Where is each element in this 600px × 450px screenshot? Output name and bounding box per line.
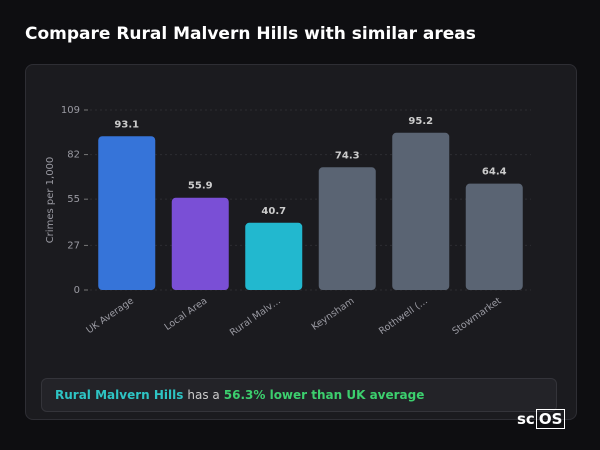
- bar: [392, 132, 450, 290]
- bar: [171, 197, 229, 290]
- x-tick-label: Stowmarket: [450, 295, 503, 337]
- value-label: 64.4: [482, 167, 507, 178]
- summary-note: Rural Malvern Hills has a 56.3% lower than…: [41, 378, 557, 412]
- y-axis-label: Crimes per 1,000: [45, 157, 56, 244]
- y-tick-label: 109: [61, 105, 80, 116]
- value-label: 40.7: [261, 206, 286, 217]
- logo-box: OS: [535, 409, 566, 429]
- note-text: has a: [187, 388, 220, 402]
- x-tick-label: Rothwell (…: [377, 295, 430, 337]
- bar: [318, 167, 376, 290]
- x-tick-label: Rural Malv…: [228, 295, 283, 338]
- bar: [465, 183, 523, 290]
- title: Compare Rural Malvern Hills with similar…: [25, 24, 476, 44]
- value-label: 74.3: [335, 150, 360, 161]
- bar: [245, 222, 303, 290]
- logo-text: sc: [517, 410, 535, 428]
- y-tick-label: 0: [74, 285, 80, 296]
- area-name: Rural Malvern Hills: [55, 388, 184, 402]
- bar: [98, 136, 156, 290]
- highlight: 56.3% lower than UK average: [223, 388, 425, 402]
- value-label: 95.2: [408, 116, 433, 127]
- y-tick-label: 27: [67, 240, 80, 251]
- logo: sc OS: [517, 409, 566, 429]
- x-tick-label: Keynsham: [310, 295, 357, 332]
- x-tick-label: UK Average: [84, 295, 136, 336]
- x-tick-label: Local Area: [163, 295, 210, 332]
- value-label: 93.1: [114, 119, 139, 130]
- y-tick-label: 55: [67, 194, 80, 205]
- value-label: 55.9: [188, 181, 213, 192]
- y-tick-label: 82: [67, 150, 80, 161]
